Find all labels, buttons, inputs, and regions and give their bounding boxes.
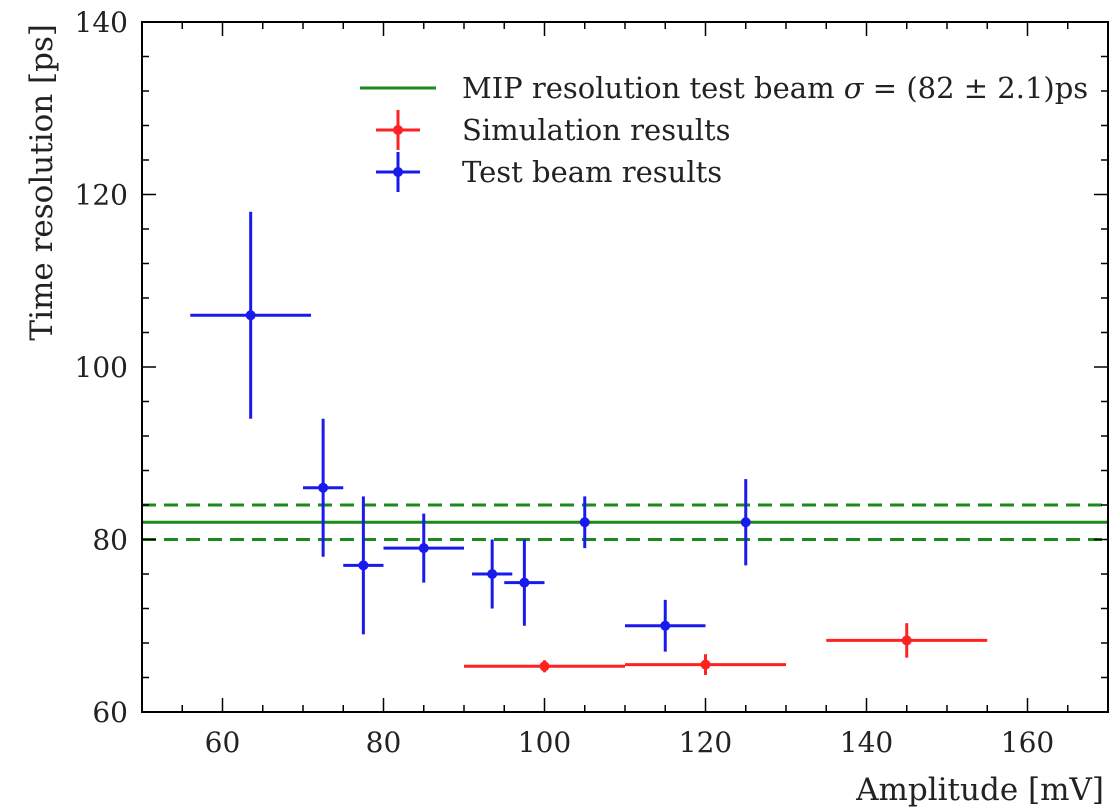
marker	[358, 560, 369, 571]
legend-label-mip-resolution: MIP resolution test beam σ = (82 ± 2.1)p…	[462, 71, 1088, 105]
swatch-marker	[393, 167, 403, 177]
marker	[660, 620, 671, 631]
marker	[539, 661, 550, 672]
x-tick-label: 120	[679, 726, 732, 759]
marker	[487, 569, 498, 579]
y-tick-label: 80	[92, 524, 128, 557]
legend-label-simulation: Simulation results	[462, 113, 731, 147]
y-axis-label: Time resolution [ps]	[24, 24, 60, 341]
y-tick-label: 120	[75, 179, 128, 212]
x-tick-label: 80	[366, 726, 402, 759]
y-tick-label: 60	[92, 696, 128, 729]
data-point-simulation-0	[464, 660, 625, 673]
marker	[579, 517, 590, 528]
x-axis-label: Amplitude [mV]	[855, 772, 1104, 808]
x-tick-label: 60	[205, 726, 241, 759]
axes: 60 80 100 120 140 160 60 80 100 120 140	[75, 6, 1109, 759]
marker	[245, 310, 256, 321]
marker	[700, 659, 711, 670]
data-point-simulation-1	[625, 654, 786, 675]
data-point-test-beam-0	[190, 211, 312, 419]
data-point-test-beam-5	[504, 539, 545, 626]
data-point-test-beam-7	[625, 599, 706, 652]
x-tick-label: 100	[518, 726, 571, 759]
swatch-marker	[393, 125, 403, 135]
data-point-test-beam-2	[343, 496, 384, 635]
marker	[418, 543, 429, 554]
data-point-simulation-2	[826, 623, 988, 658]
marker	[901, 635, 912, 646]
x-tick-label: 140	[840, 726, 893, 759]
x-tick-label: 160	[1001, 726, 1054, 759]
legend-swatch-simulation	[376, 110, 420, 150]
data-point-test-beam-6	[579, 496, 590, 549]
plot-content	[142, 211, 1108, 675]
y-tick-label: 100	[75, 351, 128, 384]
marker	[519, 577, 530, 588]
data-point-test-beam-3	[383, 513, 464, 583]
legend-label-test-beam: Test beam results	[462, 155, 722, 189]
data-point-test-beam-1	[303, 418, 344, 557]
legend-swatch-test-beam	[376, 152, 420, 192]
legend: MIP resolution test beam σ = (82 ± 2.1)p…	[360, 71, 1088, 192]
data-point-test-beam-8	[740, 479, 751, 566]
marker	[318, 482, 329, 493]
marker	[740, 517, 751, 528]
y-tick-label: 140	[75, 6, 128, 39]
data-point-test-beam-4	[472, 539, 513, 609]
